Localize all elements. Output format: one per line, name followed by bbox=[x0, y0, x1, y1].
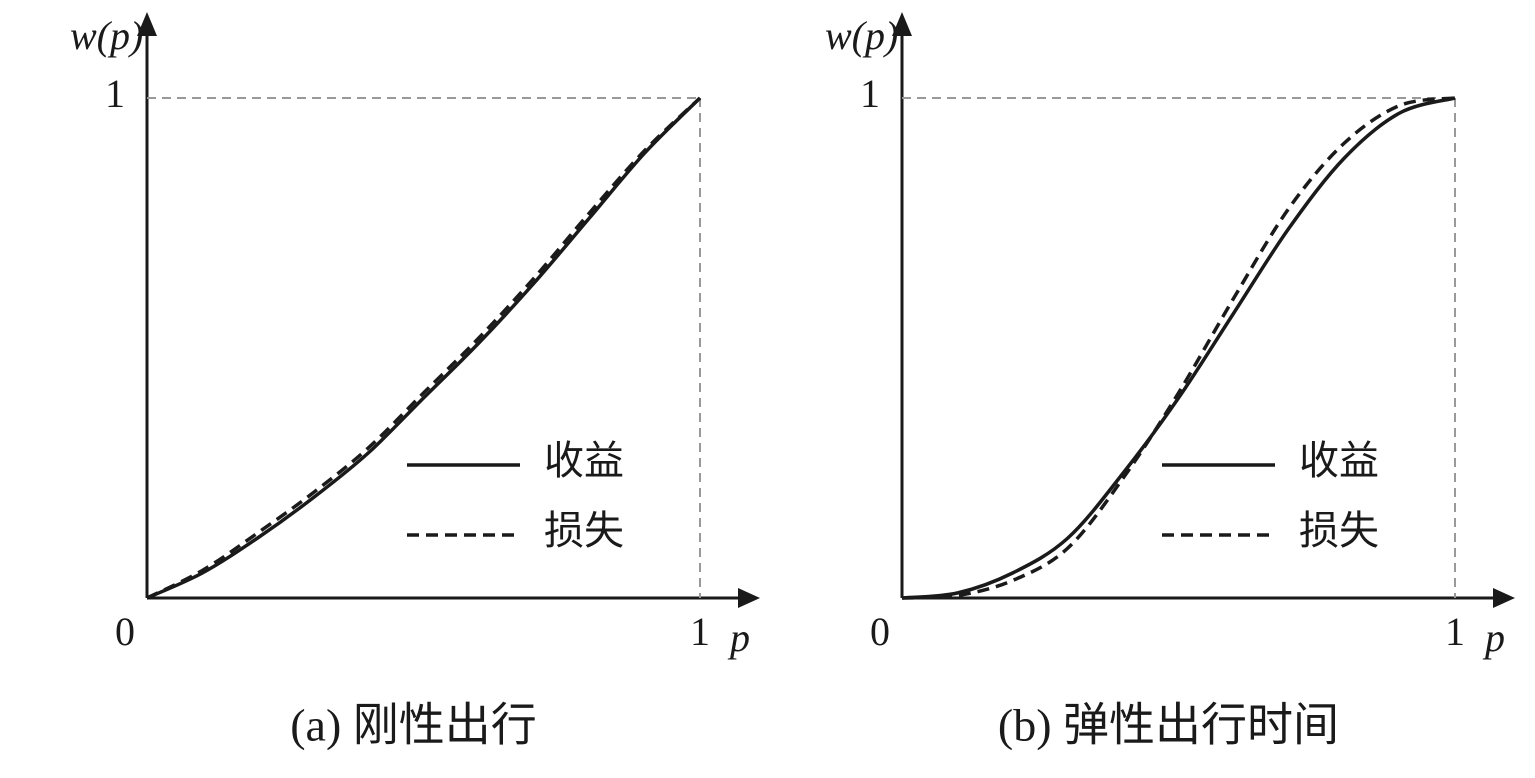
x-axis-label: p bbox=[727, 615, 750, 660]
x-axis-arrow bbox=[1493, 588, 1515, 608]
y-axis-arrow bbox=[137, 12, 157, 36]
x-axis-label: p bbox=[1482, 615, 1505, 660]
series-line bbox=[146, 96, 702, 600]
legend-label: 收益 bbox=[1299, 438, 1379, 483]
x-tick-label: 0 bbox=[870, 609, 890, 654]
chart-title: (a) 刚性出行 bbox=[290, 700, 537, 751]
y-tick-label: 1 bbox=[860, 71, 880, 116]
x-tick-label: 1 bbox=[690, 609, 710, 654]
legend-label: 损失 bbox=[1299, 508, 1379, 553]
legend-label: 损失 bbox=[544, 508, 624, 553]
series-line bbox=[146, 96, 702, 600]
y-axis-label: w(p) bbox=[70, 13, 143, 58]
y-axis-arrow bbox=[892, 12, 912, 36]
x-tick-label: 0 bbox=[115, 609, 135, 654]
y-tick-label: 1 bbox=[105, 71, 125, 116]
series-line bbox=[901, 96, 1456, 600]
chart-title: (b) 弹性出行时间 bbox=[998, 700, 1339, 751]
legend-label: 收益 bbox=[544, 438, 624, 483]
x-axis-arrow bbox=[738, 588, 760, 608]
x-tick-label: 1 bbox=[1445, 609, 1465, 654]
y-axis-label: w(p) bbox=[825, 13, 898, 58]
series-line bbox=[901, 96, 1456, 600]
